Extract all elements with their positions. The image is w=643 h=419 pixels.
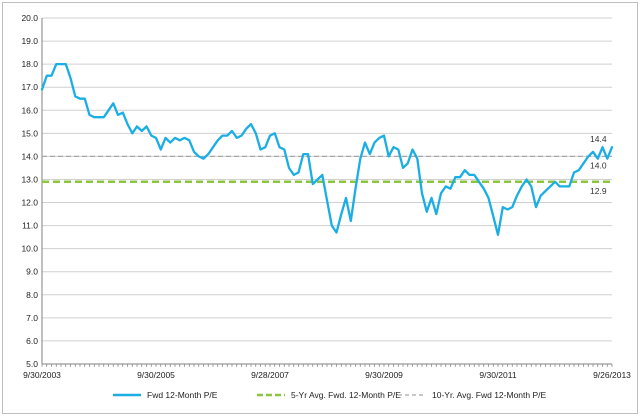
- x-tick-label: 9/30/2005: [137, 370, 175, 380]
- chart-frame: [2, 2, 638, 414]
- end-label-fwd-pe: 14.4: [590, 134, 607, 144]
- y-tick-label: 18.0: [21, 59, 38, 69]
- x-tick-label: 9/30/2003: [23, 370, 61, 380]
- y-tick-label: 7.0: [26, 313, 38, 323]
- end-labels: 14.4 14.0 12.9: [590, 134, 607, 196]
- y-tick-label: 13.0: [21, 174, 38, 184]
- y-tick-label: 12.0: [21, 198, 38, 208]
- y-axis-ticks: 5.0 6.0 7.0 8.0 9.0 10.0 11.0 12.0 13.0 14.0 15.0 1…: [21, 13, 38, 369]
- y-tick-label: 15.0: [21, 128, 38, 138]
- x-tick-label: 9/28/2007: [251, 370, 289, 380]
- y-tick-label: 14.0: [21, 151, 38, 161]
- fwd-pe-line: [40, 62, 614, 236]
- x-tick-label: 9/30/2009: [365, 370, 403, 380]
- legend-five-year-label: 5-Yr Avg. Fwd. 12-Month P/E: [291, 390, 401, 400]
- y-tick-label: 20.0: [21, 13, 38, 23]
- y-tick-label: 10.0: [21, 244, 38, 254]
- legend: Fwd 12-Month P/E 5-Yr Avg. Fwd. 12-Month …: [113, 390, 547, 400]
- y-tick-label: 11.0: [22, 221, 38, 231]
- y-tick-label: 17.0: [21, 82, 38, 92]
- x-tick-label: 9/30/2011: [479, 370, 516, 380]
- gridlines: [42, 17, 612, 365]
- x-axis: 9/30/2003 9/30/2005 9/28/2007 9/30/2009 9/30…: [23, 18, 631, 380]
- y-tick-label: 19.0: [21, 36, 38, 46]
- y-tick-label: 9.0: [26, 267, 38, 277]
- end-label-five-year: 12.9: [590, 186, 607, 196]
- end-label-ten-year: 14.0: [590, 160, 607, 170]
- y-tick-label: 6.0: [26, 336, 38, 346]
- y-tick-label: 8.0: [26, 290, 38, 300]
- y-tick-label: 16.0: [21, 105, 38, 115]
- legend-fwd-pe-label: Fwd 12-Month P/E: [147, 390, 218, 400]
- x-tick-label: 9/26/2013: [593, 370, 631, 380]
- y-tick-label: 5.0: [26, 359, 38, 369]
- series-layer: [40, 62, 614, 236]
- legend-ten-year-label: 10-Yr. Avg. Fwd 12-Month P/E: [432, 390, 547, 400]
